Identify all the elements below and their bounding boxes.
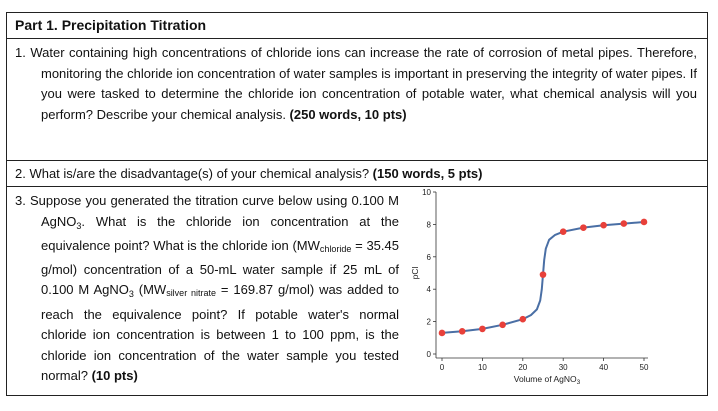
section-title: Part 1. Precipitation Titration xyxy=(15,17,207,33)
subscript-chloride: chloride xyxy=(319,244,352,254)
data-point-7 xyxy=(580,224,587,231)
question-2: 2. What is/are the disadvantage(s) of yo… xyxy=(15,164,697,185)
y-tick-label-2: 2 xyxy=(427,318,432,327)
x-tick-label-0: 0 xyxy=(440,363,445,372)
question-1-points: (250 words, 10 pts) xyxy=(289,106,407,122)
y-tick-label-0: 0 xyxy=(427,350,432,359)
subscript-silver-nitrate: silver nitrate xyxy=(166,288,216,298)
data-point-8 xyxy=(600,221,607,229)
x-axis-label: Volume of AgNO3 xyxy=(514,374,581,386)
question-1-text: 1. Water containing high concentrations … xyxy=(15,45,697,122)
question-3-text-3: = 35.45 g/mol) concentration of a 50-mL … xyxy=(41,238,399,297)
x-tick-label-30: 30 xyxy=(559,363,568,372)
data-point-4 xyxy=(519,315,527,323)
question-3-text-2: . What is the chloride ion concentration… xyxy=(41,213,399,254)
question-1-row: 1. Water containing high concentrations … xyxy=(7,39,707,161)
question-3-points: (10 pts) xyxy=(91,368,138,383)
subscript-3b: 3 xyxy=(128,289,134,299)
question-2-points: (150 words, 5 pts) xyxy=(372,166,483,181)
question-3-text-4: (MW xyxy=(133,282,167,297)
question-3: 3. Suppose you generated the titration c… xyxy=(15,191,399,387)
data-point-2 xyxy=(479,325,486,333)
question-3-text-1: 3. Suppose you generated the titration c… xyxy=(15,193,399,229)
data-point-9 xyxy=(620,220,628,227)
question-1: 1. Water containing high concentrations … xyxy=(15,43,697,125)
data-point-6 xyxy=(559,228,567,235)
question-2-row: 2. What is/are the disadvantage(s) of yo… xyxy=(7,161,707,187)
table-header-row: Part 1. Precipitation Titration xyxy=(7,13,707,39)
data-point-5 xyxy=(539,271,547,278)
y-axis-label: pCl xyxy=(412,267,420,280)
data-point-0 xyxy=(438,329,446,337)
x-tick-label-10: 10 xyxy=(478,363,487,372)
data-point-3 xyxy=(499,321,506,329)
x-tick-label-50: 50 xyxy=(640,363,649,372)
data-point-10 xyxy=(640,218,648,226)
subscript-3: 3 xyxy=(76,220,82,231)
x-tick-label-20: 20 xyxy=(518,363,527,372)
question-3-text-5: = 169.87 g/mol) was added to reach the e… xyxy=(41,282,399,383)
question-table: Part 1. Precipitation Titration 1. Water… xyxy=(6,12,708,396)
data-point-1 xyxy=(458,328,466,335)
y-tick-label-10: 10 xyxy=(422,188,431,197)
titration-curve-chart: 0 2 4 6 8 10 0 10 20 30 40 50 Volume of AgNO3 pCl xyxy=(412,182,662,392)
question-3-row: 3. Suppose you generated the titration c… xyxy=(7,187,707,395)
y-tick-label-8: 8 xyxy=(427,220,432,229)
question-2-text: 2. What is/are the disadvantage(s) of yo… xyxy=(15,166,373,181)
question-1-body: 1. Water containing high concentrations … xyxy=(15,43,697,125)
question-3-body: 3. Suppose you generated the titration c… xyxy=(15,191,399,387)
y-tick-label-4: 4 xyxy=(427,285,432,294)
y-tick-label-6: 6 xyxy=(427,253,432,262)
x-tick-label-40: 40 xyxy=(599,363,608,372)
titration-curve-svg: 0 2 4 6 8 10 0 10 20 30 40 50 Volume of AgNO3 pCl xyxy=(412,188,649,386)
